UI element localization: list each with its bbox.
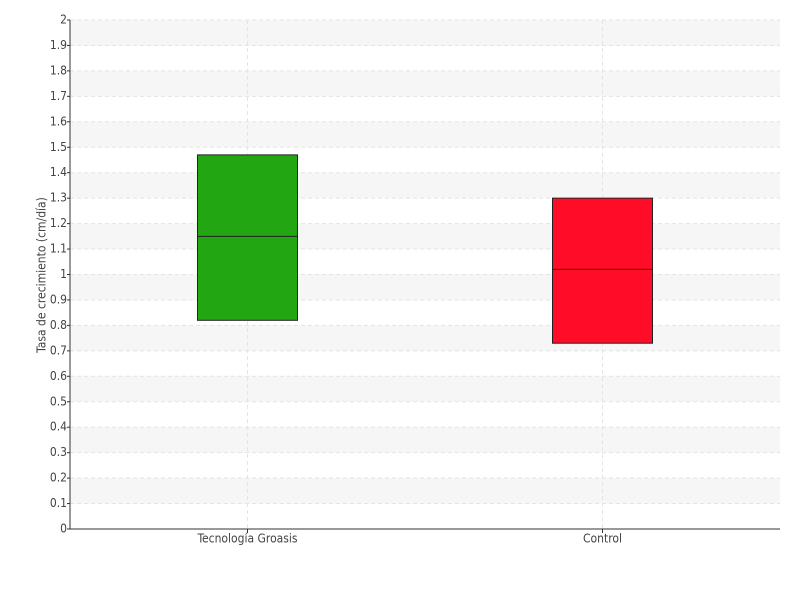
y-tick-label: 0.2 — [50, 471, 67, 485]
stripe — [70, 121, 780, 148]
y-tick-label: 0.6 — [50, 369, 67, 383]
box — [197, 154, 298, 321]
y-tick-label: 0.7 — [50, 343, 67, 357]
x-tick-label: Control — [583, 532, 622, 546]
y-tick-label: 1.6 — [50, 114, 67, 128]
y-tick-label: 0.5 — [50, 394, 67, 408]
y-tick-label: 0.4 — [50, 420, 67, 434]
y-tick-label: 0.3 — [50, 445, 67, 459]
y-axis-label: Tasa de crecimiento (cm/día) — [35, 197, 49, 354]
stripe — [70, 70, 780, 97]
stripe — [70, 172, 780, 199]
stripe — [70, 376, 780, 402]
y-tick-label: 1.8 — [50, 63, 67, 77]
x-tick-label: Tecnología Groasis — [196, 532, 297, 546]
y-tick-label: 0.8 — [50, 318, 67, 332]
y-tick-label: 1.9 — [50, 38, 67, 52]
y-tick-label: 1.4 — [50, 165, 67, 179]
stripe — [70, 427, 780, 453]
stripe — [70, 325, 780, 351]
y-tick-label: 1.1 — [50, 242, 67, 256]
box — [552, 197, 653, 344]
stripe — [70, 223, 780, 250]
y-tick-label: 0 — [60, 522, 67, 536]
stripe — [70, 478, 780, 504]
y-tick-label: 1.5 — [50, 140, 67, 154]
stripe — [70, 274, 780, 300]
y-tick-label: 1.3 — [50, 191, 67, 205]
y-tick-label: 2 — [60, 13, 67, 27]
y-tick-label: 1.7 — [50, 89, 67, 103]
y-tick-label: 0.9 — [50, 292, 67, 306]
y-tick-label: 1 — [60, 267, 67, 281]
stripe — [70, 20, 780, 46]
y-tick-label: 1.2 — [50, 216, 67, 230]
y-tick-label: 0.1 — [50, 496, 67, 510]
